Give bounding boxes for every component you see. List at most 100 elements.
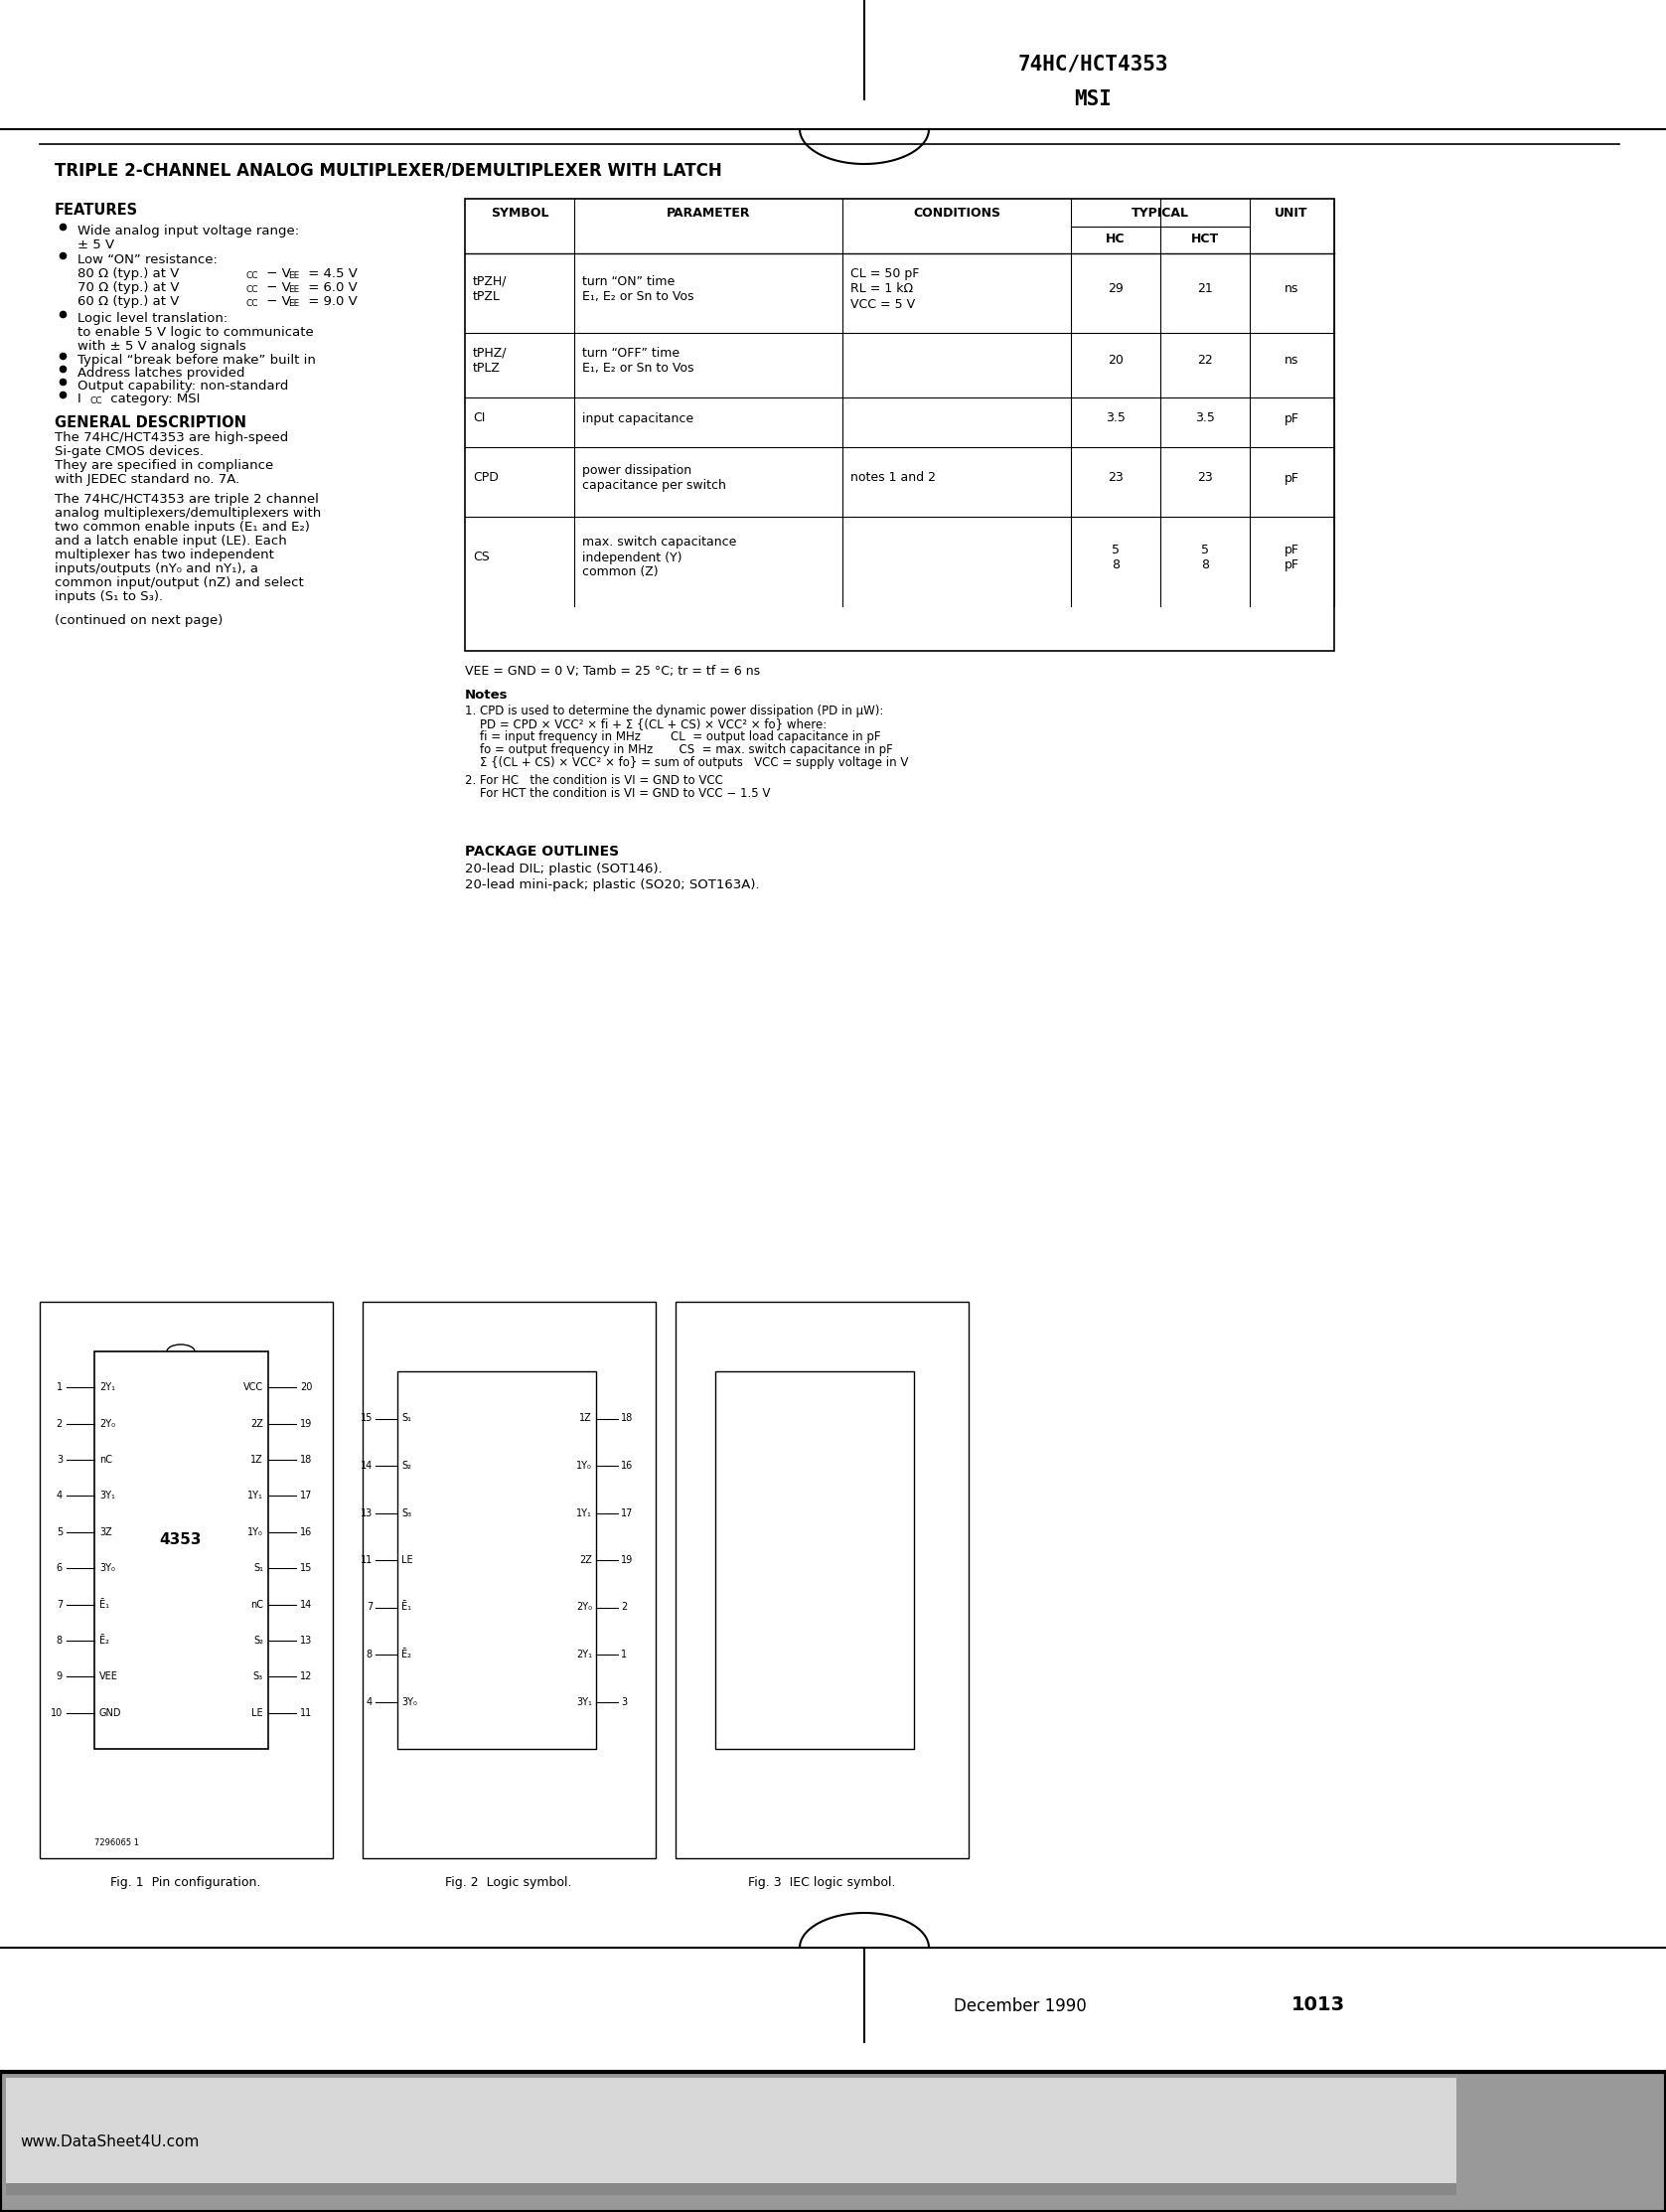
Text: Ē₁: Ē₁ [100, 1599, 110, 1610]
Text: CL = 50 pF
RL = 1 kΩ
VCC = 5 V: CL = 50 pF RL = 1 kΩ VCC = 5 V [850, 268, 920, 310]
Text: 20: 20 [300, 1382, 312, 1394]
Text: 12: 12 [300, 1672, 312, 1681]
Text: EE: EE [288, 299, 300, 307]
Text: Low “ON” resistance:: Low “ON” resistance: [78, 254, 218, 265]
Text: 1Y₁: 1Y₁ [248, 1491, 263, 1502]
Bar [675, 1301, 968, 1858]
Text: max. switch capacitance
independent (Y)
common (Z): max. switch capacitance independent (Y) … [581, 535, 736, 580]
Text: 1: 1 [57, 1382, 63, 1394]
Text: VCC: VCC [243, 1382, 263, 1394]
Text: fi = input frequency in MHz        CL  = output load capacitance in pF: fi = input frequency in MHz CL = output … [465, 730, 881, 743]
Bar [715, 1371, 915, 1750]
Text: S₁: S₁ [402, 1413, 412, 1425]
Text: = 9.0 V: = 9.0 V [303, 294, 358, 307]
Text: turn “ON” time
E₁, E₂ or Sn to Vos: turn “ON” time E₁, E₂ or Sn to Vos [581, 274, 695, 303]
Text: 19: 19 [621, 1555, 633, 1566]
Text: common input/output (nZ) and select: common input/output (nZ) and select [55, 577, 303, 588]
Text: www.DataSheet4U.com: www.DataSheet4U.com [20, 2135, 198, 2148]
Text: CC: CC [90, 396, 103, 405]
Bar [0, 2073, 1666, 2212]
Text: CC: CC [247, 285, 258, 294]
Text: 1Y₀: 1Y₀ [576, 1460, 591, 1471]
Text: Notes: Notes [465, 688, 508, 701]
Text: CONDITIONS: CONDITIONS [913, 206, 1000, 219]
Text: S₂: S₂ [402, 1460, 412, 1471]
Text: 80 Ω (typ.) at V: 80 Ω (typ.) at V [78, 268, 180, 281]
Bar [7, 2183, 1456, 2194]
Text: inputs/outputs (nY₀ and nY₁), a: inputs/outputs (nY₀ and nY₁), a [55, 562, 258, 575]
Text: 3Y₁: 3Y₁ [100, 1491, 115, 1502]
Text: nC: nC [250, 1599, 263, 1610]
Text: Fig. 1  Pin configuration.: Fig. 1 Pin configuration. [110, 1876, 262, 1889]
Text: 2Y₀: 2Y₀ [100, 1418, 115, 1429]
Text: PD = CPD × VCC² × fi + Σ {(CL + CS) × VCC² × fo} where:: PD = CPD × VCC² × fi + Σ {(CL + CS) × VC… [465, 717, 826, 730]
Text: 13: 13 [360, 1509, 373, 1517]
Text: 1013: 1013 [1291, 1995, 1344, 2015]
Text: 14: 14 [300, 1599, 312, 1610]
Text: CC: CC [247, 299, 258, 307]
Text: For HCT the condition is VI = GND to VCC − 1.5 V: For HCT the condition is VI = GND to VCC… [465, 787, 770, 801]
Text: 18: 18 [621, 1413, 633, 1425]
Text: 1Z: 1Z [250, 1455, 263, 1464]
Text: Typical “break before make” built in: Typical “break before make” built in [78, 354, 317, 367]
Text: 8: 8 [57, 1635, 63, 1646]
Text: PACKAGE OUTLINES: PACKAGE OUTLINES [465, 845, 620, 858]
Text: with ± 5 V analog signals: with ± 5 V analog signals [78, 341, 247, 352]
Text: Fig. 3  IEC logic symbol.: Fig. 3 IEC logic symbol. [748, 1876, 895, 1889]
Text: 11: 11 [360, 1555, 373, 1566]
Text: CC: CC [247, 272, 258, 281]
Text: 2: 2 [621, 1601, 626, 1613]
Text: Ē₁: Ē₁ [402, 1601, 412, 1613]
Bar [40, 1301, 333, 1858]
Text: FEATURES: FEATURES [55, 204, 138, 217]
Text: 3Z: 3Z [100, 1526, 112, 1537]
Text: 13: 13 [300, 1635, 312, 1646]
Text: Σ {(CL + CS) × VCC² × fo} = sum of outputs   VCC = supply voltage in V: Σ {(CL + CS) × VCC² × fo} = sum of outpu… [465, 757, 908, 770]
Text: S₁: S₁ [253, 1564, 263, 1573]
Text: 20-lead DIL; plastic (SOT146).: 20-lead DIL; plastic (SOT146). [465, 863, 663, 876]
Text: LE: LE [402, 1555, 413, 1566]
Text: 11: 11 [300, 1708, 312, 1719]
Text: 7: 7 [57, 1599, 63, 1610]
Text: 21: 21 [1198, 283, 1213, 296]
Text: Output capability: non-standard: Output capability: non-standard [78, 380, 288, 392]
Text: The 74HC/HCT4353 are triple 2 channel: The 74HC/HCT4353 are triple 2 channel [55, 493, 318, 507]
Text: 1Y₁: 1Y₁ [576, 1509, 591, 1517]
Bar [95, 1352, 268, 1750]
Text: and a latch enable input (LE). Each: and a latch enable input (LE). Each [55, 535, 287, 549]
Text: 8: 8 [367, 1650, 373, 1659]
Bar [7, 2077, 1456, 2194]
Text: 3Y₀: 3Y₀ [100, 1564, 115, 1573]
Text: 18: 18 [300, 1455, 312, 1464]
Text: I: I [78, 392, 82, 405]
Text: VEE = GND = 0 V; Tamb = 25 °C; tr = tf = 6 ns: VEE = GND = 0 V; Tamb = 25 °C; tr = tf =… [465, 666, 760, 677]
Bar [363, 1301, 656, 1858]
Text: − V: − V [262, 294, 292, 307]
Text: Ē₂: Ē₂ [402, 1650, 412, 1659]
Text: 23: 23 [1108, 471, 1123, 484]
Text: multiplexer has two independent: multiplexer has two independent [55, 549, 275, 562]
Text: pF: pF [1284, 411, 1299, 425]
Text: 7: 7 [367, 1601, 373, 1613]
Text: LE: LE [252, 1708, 263, 1719]
Text: 9: 9 [57, 1672, 63, 1681]
Text: 5
8: 5 8 [1201, 544, 1210, 571]
Text: They are specified in compliance: They are specified in compliance [55, 460, 273, 471]
Text: ns: ns [1284, 354, 1298, 367]
Text: The 74HC/HCT4353 are high-speed: The 74HC/HCT4353 are high-speed [55, 431, 288, 445]
Text: pF: pF [1284, 471, 1299, 484]
Text: 7296065 1: 7296065 1 [95, 1838, 138, 1847]
Text: 1Z: 1Z [580, 1413, 591, 1425]
Text: CPD: CPD [473, 471, 498, 484]
Text: 5
8: 5 8 [1111, 544, 1120, 571]
Text: S₂: S₂ [253, 1635, 263, 1646]
Text: HC: HC [1106, 232, 1125, 246]
Text: Fig. 2  Logic symbol.: Fig. 2 Logic symbol. [445, 1876, 571, 1889]
Text: 1: 1 [621, 1650, 626, 1659]
Text: 15: 15 [360, 1413, 373, 1425]
Text: 16: 16 [621, 1460, 633, 1471]
Text: analog multiplexers/demultiplexers with: analog multiplexers/demultiplexers with [55, 507, 322, 520]
Text: GND: GND [100, 1708, 122, 1719]
Text: GENERAL DESCRIPTION: GENERAL DESCRIPTION [55, 416, 247, 431]
Text: UNIT: UNIT [1274, 206, 1308, 219]
